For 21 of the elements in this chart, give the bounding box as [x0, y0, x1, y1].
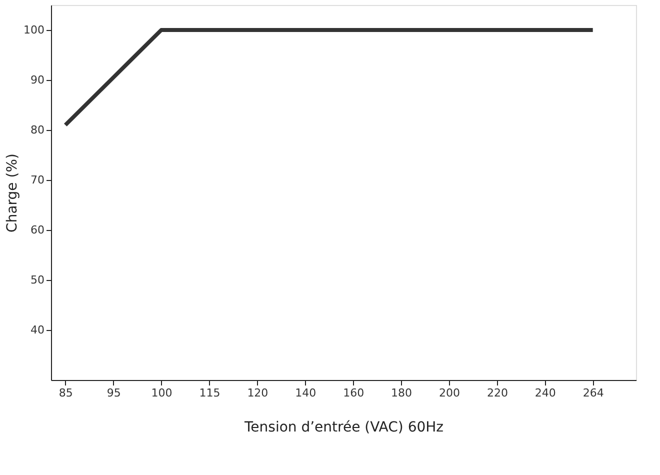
x-tick-label: 120: [247, 386, 268, 400]
x-tick-label: 220: [486, 386, 508, 400]
y-tick-label: 90: [30, 74, 44, 86]
x-tick-label: 85: [58, 386, 73, 400]
x-axis-title: Tension d’entrée (VAC) 60Hz: [243, 420, 444, 436]
y-tick-label: 70: [30, 174, 44, 186]
x-tick-label: 200: [438, 386, 460, 400]
x-tick-label: 95: [106, 386, 121, 400]
x-tick-label: 180: [391, 386, 412, 400]
y-tick-label: 100: [24, 24, 44, 36]
x-tick-label: 140: [295, 386, 316, 400]
y-axis-title: Charge (%): [4, 154, 21, 232]
x-tick-label: 240: [534, 386, 556, 400]
x-tick-label: 100: [151, 386, 172, 400]
y-tick-label: 80: [30, 124, 44, 136]
x-tick-label: 264: [582, 386, 604, 400]
y-tick-label: 60: [30, 224, 44, 236]
y-tick-label: 40: [30, 324, 44, 336]
x-tick-label: 115: [199, 386, 220, 400]
x-tick-label: 160: [343, 386, 364, 400]
y-tick-label: 50: [30, 274, 44, 286]
